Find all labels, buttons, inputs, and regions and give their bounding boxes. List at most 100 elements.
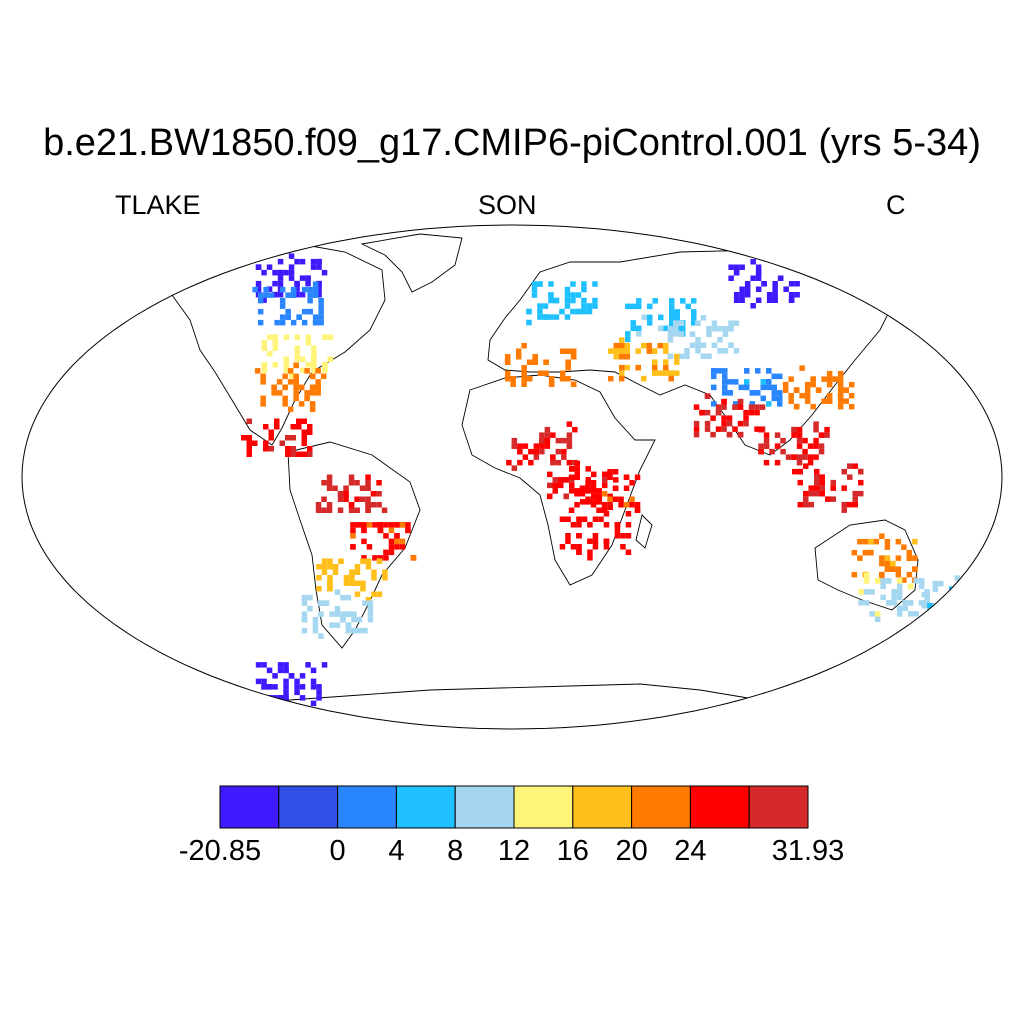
lake-cell xyxy=(521,381,527,387)
lake-cell xyxy=(334,622,341,628)
lake-cell xyxy=(318,314,324,320)
lake-cell xyxy=(570,354,577,360)
lake-cell xyxy=(837,398,844,404)
lake-cell xyxy=(625,522,632,528)
lake-cell xyxy=(693,426,700,432)
lake-cell xyxy=(267,334,273,340)
lake-cell xyxy=(277,258,284,265)
lake-cell xyxy=(772,281,778,287)
lake-cell xyxy=(272,362,279,368)
lake-cell xyxy=(744,384,750,391)
lake-cell xyxy=(918,616,925,623)
lake-cell xyxy=(885,600,892,606)
lake-cell xyxy=(254,368,261,374)
lake-cell xyxy=(309,390,316,396)
lake-cell xyxy=(299,673,306,679)
lake-cell xyxy=(362,600,368,606)
lake-cell xyxy=(848,381,855,388)
lake-cell xyxy=(796,443,803,449)
region-sahel xyxy=(506,421,578,471)
lake-cell xyxy=(255,678,262,685)
lake-cell xyxy=(758,443,764,449)
lake-cell xyxy=(360,580,366,586)
colorbar-tick-label: 8 xyxy=(447,835,464,867)
lake-cell xyxy=(316,564,322,570)
lake-cell xyxy=(349,580,355,586)
lake-cell xyxy=(548,314,554,320)
lake-cell xyxy=(759,404,766,410)
lake-cell xyxy=(807,454,814,460)
lake-cell xyxy=(365,502,371,508)
lake-cell xyxy=(863,600,870,606)
lake-cell xyxy=(294,258,300,265)
lake-cell xyxy=(766,292,773,298)
lake-cell xyxy=(574,491,580,497)
lake-cell xyxy=(321,569,328,575)
lake-cell xyxy=(288,269,295,276)
lake-cell xyxy=(826,370,833,377)
lake-cell xyxy=(619,364,625,371)
lake-cell xyxy=(891,594,897,601)
lake-cell xyxy=(559,348,566,354)
lake-cell xyxy=(652,370,658,376)
lake-cell xyxy=(272,334,279,340)
lake-cell xyxy=(760,379,766,385)
lake-cell xyxy=(290,435,296,441)
lake-cell xyxy=(635,348,641,354)
lake-cell xyxy=(851,571,858,578)
lake-cell xyxy=(711,368,717,374)
lake-cell xyxy=(252,440,258,446)
lake-cell xyxy=(340,611,346,617)
lake-cell xyxy=(921,591,928,598)
lake-cell xyxy=(691,314,697,321)
lake-cell xyxy=(283,695,289,701)
lake-cell xyxy=(383,533,389,539)
lake-cell xyxy=(310,258,317,265)
lake-cell xyxy=(722,379,728,385)
lake-cell xyxy=(814,468,820,475)
lake-cell xyxy=(774,432,781,438)
lake-cell xyxy=(553,314,560,320)
lake-cell xyxy=(260,379,266,385)
lake-cell xyxy=(965,580,972,587)
lake-cell xyxy=(754,409,760,416)
lake-cell xyxy=(585,466,591,472)
lake-cell xyxy=(614,533,621,539)
lake-cell xyxy=(874,611,881,617)
lake-cell xyxy=(863,572,870,579)
lake-cell xyxy=(241,435,247,441)
lake-cell xyxy=(504,370,511,376)
lake-cell xyxy=(537,314,543,320)
lake-cell xyxy=(794,281,800,287)
lake-cell xyxy=(575,292,582,298)
lake-cell xyxy=(277,275,284,281)
lake-cell xyxy=(300,367,306,373)
lake-cell xyxy=(857,555,863,561)
lake-cell xyxy=(932,608,939,614)
lake-cell xyxy=(668,370,674,376)
lake-cell xyxy=(337,491,344,497)
lake-cell xyxy=(804,381,811,388)
lake-cell xyxy=(824,432,830,438)
lake-cell xyxy=(772,286,778,292)
lake-cell xyxy=(721,426,727,432)
lake-cell xyxy=(797,479,803,486)
colorbar xyxy=(219,785,809,829)
lake-cell xyxy=(266,684,273,690)
lake-cell xyxy=(890,560,896,567)
lake-cell xyxy=(290,292,297,298)
lake-cell xyxy=(717,337,723,343)
lake-cell xyxy=(921,602,928,609)
lake-cell xyxy=(515,354,522,360)
lake-cell xyxy=(517,448,523,455)
lake-cell xyxy=(630,303,636,310)
lake-cell xyxy=(309,384,316,391)
lake-cell xyxy=(261,362,268,368)
lake-cell xyxy=(350,527,356,534)
lake-cell xyxy=(285,446,291,452)
lake-cell xyxy=(348,480,355,486)
lake-cell xyxy=(310,684,317,690)
lake-cell xyxy=(830,496,836,502)
lake-cell xyxy=(848,403,855,410)
lake-cell xyxy=(657,370,663,376)
